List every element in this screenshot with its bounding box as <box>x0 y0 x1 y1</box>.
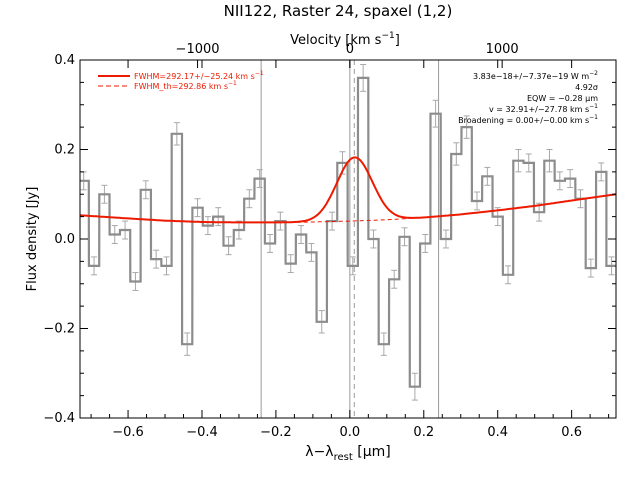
annotation-velocity-main: v = 32.91+/−27.78 km s <box>489 105 589 114</box>
annotation-flux-sup: −2 <box>589 70 598 77</box>
reference-lines <box>260 60 440 418</box>
top-tick-label: 1000 <box>486 42 519 57</box>
x-axis-label: λ−λrest [μm] <box>305 444 390 463</box>
y-tick-label: 0.4 <box>54 53 75 68</box>
x-tick-label: −0.4 <box>186 425 218 440</box>
top-x-axis-label-sup: −1 <box>381 31 394 41</box>
fit-annotations: 3.83e−18+/−7.37e−19 W m−2 4.92σ EQW = −0… <box>458 70 598 125</box>
annotation-velocity: v = 32.91+/−27.78 km s−1 <box>489 103 598 114</box>
annotation-significance: 4.92σ <box>575 83 598 92</box>
legend-label-solid-sup: −1 <box>255 70 264 77</box>
y-tick-label: −0.4 <box>43 411 75 426</box>
legend-label-solid-main: FWHM=292.17+/−25.24 km s <box>134 72 255 81</box>
annotation-velocity-sup: −1 <box>589 103 598 110</box>
chart-title: NII122, Raster 24, spaxel (1,2) <box>224 2 453 20</box>
legend-label-dashed-sup: −1 <box>228 80 237 87</box>
annotation-significance-main: 4.92σ <box>575 83 598 92</box>
fit-continuum-thin <box>79 193 617 223</box>
x-tick-label: −0.2 <box>260 425 292 440</box>
top-tick-label: 0 <box>346 42 354 57</box>
fit-gaussian-line <box>79 156 617 224</box>
y-tick-label: 0.0 <box>54 232 75 247</box>
x-tick-label: 0.2 <box>413 425 434 440</box>
x-axis-label-main: λ−λ <box>305 444 333 460</box>
legend-label-dashed-main: FWHM_th=292.86 km s <box>134 82 228 91</box>
x-tick-label: −0.6 <box>112 425 144 440</box>
axes: −0.6 −0.4 −0.2 0.0 0.2 0.4 0.6 −1000 0 1000 −0.4 −0… <box>43 42 616 440</box>
annotation-broadening: Broadening = 0.00+/−0.00 km s−1 <box>458 114 598 125</box>
annotation-eqw: EQW = −0.28 μm <box>527 94 598 103</box>
legend-label-solid: FWHM=292.17+/−25.24 km s−1 <box>134 70 264 81</box>
annotation-flux-main: 3.83e−18+/−7.37e−19 W m <box>473 72 589 81</box>
x-tick-label: 0.6 <box>561 425 582 440</box>
x-tick-label: 0.4 <box>487 425 508 440</box>
y-axis-label: Flux density [Jy] <box>25 187 40 292</box>
y-tick-label: 0.2 <box>54 143 75 158</box>
top-tick-label: −1000 <box>176 42 220 57</box>
annotation-eqw-main: EQW = −0.28 μm <box>527 94 598 103</box>
y-tick-label: −0.2 <box>43 322 75 337</box>
annotation-broadening-main: Broadening = 0.00+/−0.00 km s <box>458 116 589 125</box>
legend-label-dashed: FWHM_th=292.86 km s−1 <box>134 80 237 91</box>
x-axis-label-unit: [μm] <box>353 444 391 460</box>
x-tick-label: 0.0 <box>340 425 361 440</box>
data-step-line <box>80 76 616 388</box>
legend: FWHM=292.17+/−25.24 km s−1 FWHM_th=292.8… <box>98 70 264 91</box>
fit-curves <box>79 156 617 224</box>
x-axis-label-sub: rest <box>334 452 353 463</box>
top-x-axis-label-close: ] <box>395 33 400 48</box>
top-x-axis-label: Velocity [km s−1] <box>290 31 400 48</box>
data-histogram <box>80 76 616 388</box>
annotation-flux: 3.83e−18+/−7.37e−19 W m−2 <box>473 70 598 81</box>
top-x-axis-label-main: Velocity [km s <box>290 33 382 48</box>
annotation-broadening-sup: −1 <box>589 114 598 121</box>
